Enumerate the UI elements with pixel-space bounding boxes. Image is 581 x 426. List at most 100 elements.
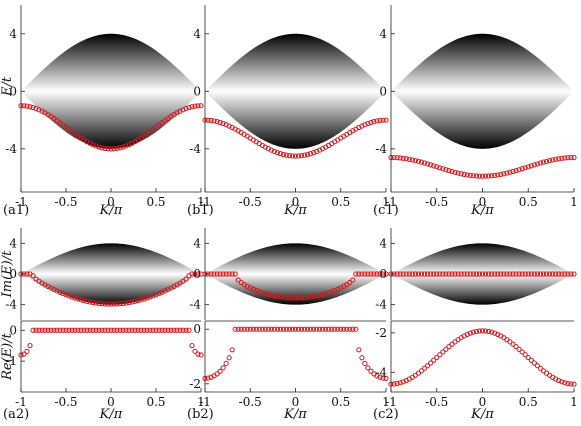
data-point: [54, 288, 60, 294]
data-point: [383, 271, 389, 277]
data-point: [461, 171, 467, 177]
data-point: [479, 328, 486, 334]
data-point: [244, 326, 250, 332]
data-point: [347, 279, 353, 286]
data-point: [238, 326, 244, 332]
data-point: [464, 331, 470, 338]
data-point: [277, 294, 284, 300]
data-point: [397, 271, 403, 277]
data-point: [341, 326, 347, 332]
data-point: [126, 299, 132, 306]
data-point: [289, 326, 296, 332]
data-point: [362, 122, 368, 128]
data-point: [528, 271, 534, 277]
data-point: [21, 351, 27, 357]
data-point: [522, 352, 528, 358]
data-point: [418, 368, 425, 374]
data-point: [458, 271, 464, 277]
data-point: [470, 271, 476, 277]
data-point: [268, 326, 274, 332]
data-point: [421, 271, 428, 277]
data-point: [96, 327, 102, 333]
data-point: [220, 120, 226, 127]
data-point: [171, 327, 177, 333]
data-point: [27, 104, 33, 110]
data-point: [195, 351, 201, 357]
data-point: [431, 163, 437, 169]
data-point: [150, 327, 156, 333]
data-point: [36, 327, 42, 333]
data-point: [81, 327, 87, 333]
data-point: [90, 299, 96, 306]
data-point: [259, 289, 265, 296]
data-point: [431, 271, 437, 277]
data-point: [195, 271, 201, 277]
data-point: [311, 150, 317, 156]
data-point: [362, 271, 368, 277]
data-point: [311, 293, 317, 299]
data-point: [403, 156, 409, 162]
x-tick-label: 0: [479, 195, 487, 209]
data-point: [559, 271, 565, 277]
data-point: [449, 271, 455, 277]
data-point: [153, 327, 159, 333]
data-point: [473, 173, 479, 179]
y-tick-label: 0: [193, 84, 201, 98]
y-tick-label: 0: [193, 322, 201, 336]
data-point: [492, 172, 498, 178]
data-point: [440, 349, 446, 355]
data-point: [42, 327, 48, 333]
data-point: [78, 297, 84, 303]
data-point: [307, 326, 314, 332]
panel-b2: 4 0 -4 0 -2 -1 -0.5 0 0.5 1 K/π (b2): [187, 228, 390, 422]
data-point: [516, 271, 522, 277]
data-point: [99, 327, 105, 333]
data-point: [298, 153, 305, 159]
panel-label: (c2): [373, 407, 399, 422]
data-point: [147, 294, 153, 300]
data-point: [428, 360, 434, 366]
data-point: [455, 170, 461, 176]
data-point: [531, 271, 537, 277]
y-tick-label: 4: [9, 27, 17, 41]
data-point: [323, 326, 329, 332]
data-point: [51, 286, 57, 293]
data-point: [353, 326, 359, 332]
y-tick-label: 4: [193, 236, 201, 250]
data-point: [513, 344, 519, 350]
x-tick-label: 0: [479, 395, 487, 409]
data-point: [280, 151, 287, 158]
data-point: [232, 326, 238, 332]
data-point: [108, 301, 114, 307]
y-tick-label: -2: [375, 326, 387, 340]
data-point: [223, 360, 229, 367]
data-point: [437, 352, 443, 358]
data-point: [440, 166, 446, 172]
data-point: [440, 271, 446, 277]
data-point: [320, 291, 326, 297]
data-point: [114, 327, 120, 333]
data-point: [356, 271, 362, 277]
y-tick-label: -4: [189, 142, 201, 156]
data-point: [320, 326, 326, 332]
y-tick-label: 0: [9, 84, 17, 98]
data-point: [63, 327, 69, 333]
x-tick-label: -0.5: [425, 195, 448, 209]
x-tick-label: 0: [107, 195, 115, 209]
data-point: [271, 293, 277, 299]
data-point: [464, 172, 470, 178]
x-tick-label: 0: [292, 395, 300, 409]
data-point: [256, 288, 262, 295]
data-point: [144, 327, 150, 333]
data-point: [326, 326, 332, 332]
data-point: [415, 158, 422, 164]
data-point: [108, 327, 114, 333]
x-tick-label: -0.5: [54, 195, 77, 209]
data-point: [30, 327, 36, 333]
data-point: [195, 103, 201, 109]
data-point: [425, 161, 431, 167]
data-point: [298, 295, 305, 301]
data-point: [371, 119, 377, 125]
data-point: [292, 153, 299, 159]
